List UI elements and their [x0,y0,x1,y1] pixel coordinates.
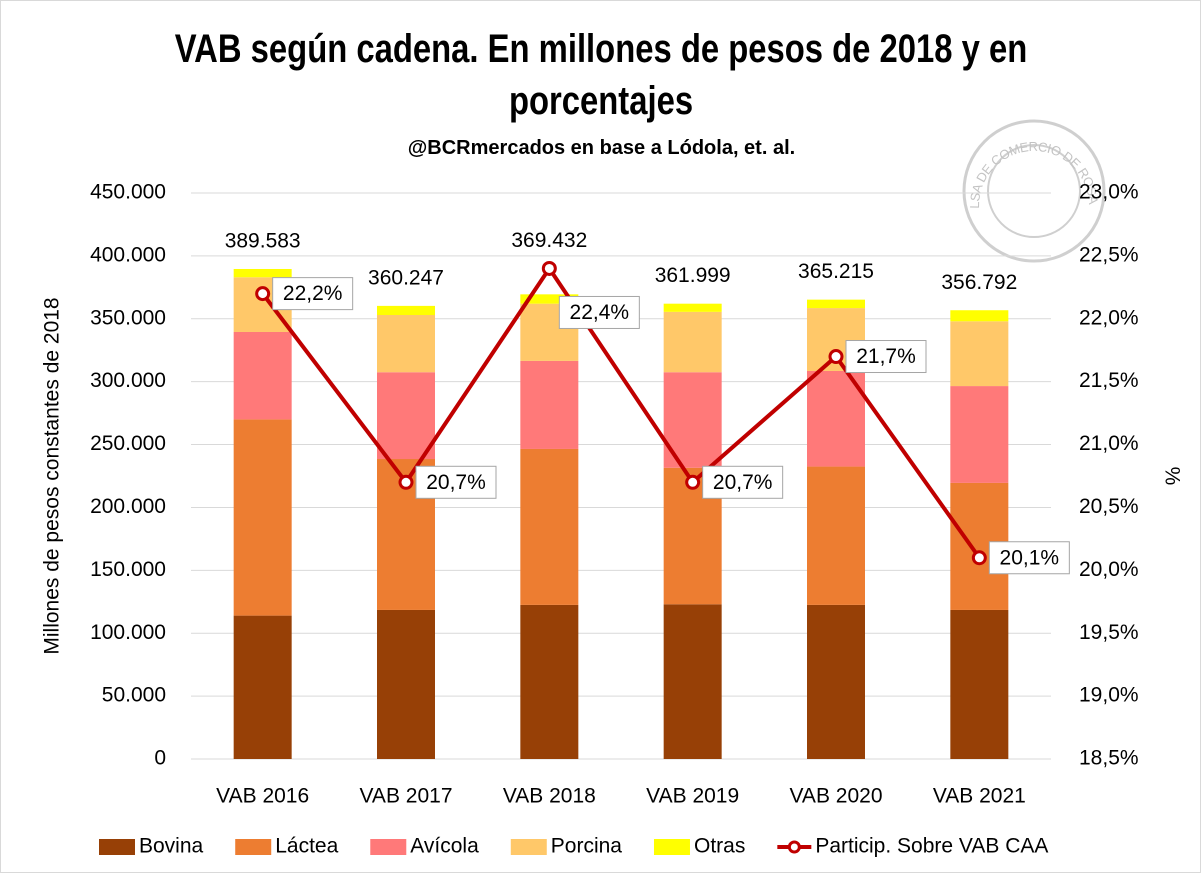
bar-segment [233,615,292,759]
x-tick-label: VAB 2016 [216,785,309,808]
bar-segment [377,609,435,759]
bar-segment [233,268,292,278]
bar-segment [950,386,1009,483]
bar-segment [233,419,292,616]
logo-ring [962,119,1106,263]
y-tick-label: 150.000 [90,558,166,581]
data-label-box [702,465,784,499]
legend-label: Otras [694,835,745,858]
bar-segment [377,305,435,316]
bar-segment [520,448,579,605]
data-label-box [988,541,1070,575]
legend-label: Bovina [139,835,204,858]
bar-segment [663,604,722,759]
legend-swatch [235,839,272,855]
total-label: 389.583 [225,230,301,253]
watermark-text: BOLSA DE COMERCIO DE ROSARIO [1,1,1101,209]
data-label-box [415,465,497,499]
y2-tick-label: 21,0% [1079,432,1139,455]
legend-swatch [370,839,407,855]
y2-tick-label: 19,5% [1079,621,1139,644]
data-label-box [845,340,927,374]
x-tick-label: VAB 2018 [503,785,596,808]
data-label: 21,7% [856,345,916,368]
bar-segment [807,299,865,309]
y2-tick-label: 19,0% [1079,684,1139,707]
y2-axis-label: % [1160,467,1183,486]
y2-tick-label: 23,0% [1079,181,1139,204]
legend-label: Láctea [275,835,338,858]
bar-segment [520,604,579,759]
y2-tick-label: 18,5% [1079,747,1139,770]
y2-tick-label: 22,5% [1079,243,1139,266]
line-point [828,349,844,365]
line-point [541,260,557,276]
y-tick-label: 50.000 [102,684,166,707]
line-point [398,474,414,490]
line-point [255,286,271,302]
bar-segment [377,315,435,373]
total-label: 360.247 [368,266,444,289]
y2-tick-label: 20,0% [1079,558,1139,581]
data-label: 20,7% [713,471,773,494]
watermark-logo: BOLSA DE COMERCIO DE ROSARIO [1,1,1106,263]
legend-swatch [653,839,690,855]
bar-segment [520,294,579,304]
bar-segment [233,331,292,420]
y-tick-label: 350.000 [90,306,166,329]
bar-segment [950,609,1009,759]
bar-segment [520,360,579,449]
logo-inner [987,144,1081,238]
y2-tick-label: 20,5% [1079,495,1139,518]
y-tick-label: 250.000 [90,432,166,455]
y2-tick-label: 22,0% [1079,306,1139,329]
total-label: 356.792 [941,271,1017,294]
bar-segment [950,310,1009,322]
line-point [685,474,701,490]
y-tick-label: 450.000 [90,181,166,204]
x-tick-label: VAB 2020 [789,785,882,808]
legend-label: Particip. Sobre VAB CAA [815,835,1048,858]
bar-segment [807,604,865,759]
watermark-path: BOLSA DE COMERCIO DE ROSARIO [1,1,1101,209]
total-label: 365.215 [798,260,874,283]
chart-subtitle: @BCRmercados en base a Lódola, et. al. [407,137,796,159]
data-label: 20,7% [426,471,486,494]
y-tick-label: 0 [154,747,166,770]
data-label-box [272,277,354,311]
total-label: 361.999 [655,264,731,287]
data-label: 22,2% [283,282,343,305]
legend-swatch [99,839,135,855]
y-tick-label: 400.000 [90,243,166,266]
x-tick-label: VAB 2017 [359,785,452,808]
y-tick-label: 100.000 [90,621,166,644]
data-label-box [558,295,640,329]
bar-segment [950,321,1009,387]
chart-title: VAB según cadena. En millones de pesos d… [174,27,1028,123]
bar-segment [663,311,722,373]
legend-label: Porcina [551,835,623,858]
y2-tick-label: 21,5% [1079,369,1139,392]
x-tick-label: VAB 2019 [646,785,739,808]
legend-label: Avícola [410,835,479,858]
data-label: 22,4% [570,301,630,324]
x-tick-label: VAB 2021 [933,785,1026,808]
total-label: 369.432 [511,229,587,252]
y-tick-label: 200.000 [90,495,166,518]
legend-marker [787,840,801,854]
bar-segment [663,303,722,312]
bar-segment [377,372,435,460]
bar-segment [807,466,865,605]
data-label: 20,1% [1000,546,1060,569]
y-tick-label: 300.000 [90,369,166,392]
y-axis-label: Millones de pesos constantes de 2018 [41,297,64,654]
legend-swatch [510,839,547,855]
line-point [971,550,987,566]
line-series [261,264,981,559]
